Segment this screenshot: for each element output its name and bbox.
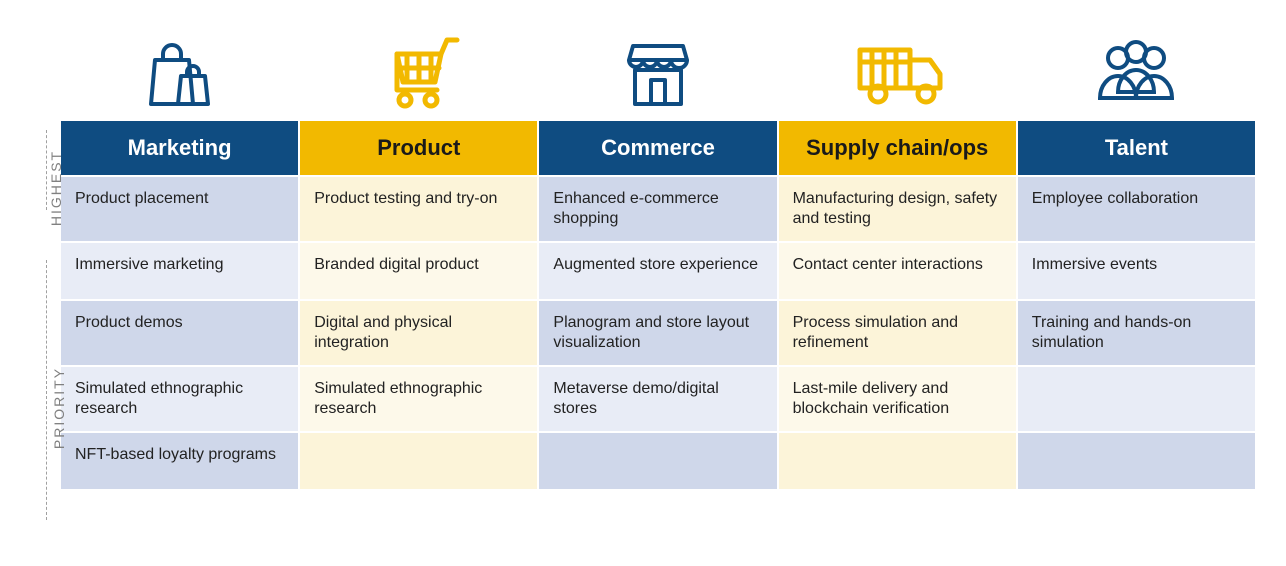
cell-marketing-row3: Product demos (61, 301, 298, 365)
cell-supply-row2: Contact center interactions (779, 243, 1016, 299)
icon-row (60, 20, 1256, 110)
cell-talent-row5 (1018, 433, 1255, 489)
cell-product-row5 (300, 433, 537, 489)
cell-product-row4: Simulated ethnographic research (300, 367, 537, 431)
cell-marketing-row1: Product placement (61, 177, 298, 241)
axis-line-top (46, 130, 47, 210)
axis-label-priority: PRIORITY (51, 367, 67, 449)
cell-supply-row5 (779, 433, 1016, 489)
shopping-cart-icon (369, 20, 469, 110)
column-header-marketing: Marketing (61, 121, 298, 175)
axis-label-highest: HIGHEST (48, 150, 64, 226)
column-header-product: Product (300, 121, 537, 175)
cell-talent-row2: Immersive events (1018, 243, 1255, 299)
cell-supply-row4: Last-mile delivery and blockchain verifi… (779, 367, 1016, 431)
cell-supply-row1: Manufacturing design, safety and testing (779, 177, 1016, 241)
cell-marketing-row2: Immersive marketing (61, 243, 298, 299)
people-group-icon (1086, 20, 1186, 110)
cell-marketing-row5: NFT-based loyalty programs (61, 433, 298, 489)
storefront-icon (613, 20, 703, 110)
column-header-talent: Talent (1018, 121, 1255, 175)
cell-product-row1: Product testing and try-on (300, 177, 537, 241)
cell-product-row3: Digital and physical integration (300, 301, 537, 365)
cell-commerce-row4: Metaverse demo/digital stores (539, 367, 776, 431)
priority-table: MarketingProductCommerceSupply chain/ops… (60, 120, 1256, 490)
cell-marketing-row4: Simulated ethnographic research (61, 367, 298, 431)
cell-product-row2: Branded digital product (300, 243, 537, 299)
column-header-supply: Supply chain/ops (779, 121, 1016, 175)
cell-commerce-row2: Augmented store experience (539, 243, 776, 299)
cell-supply-row3: Process simulation and refinement (779, 301, 1016, 365)
column-header-commerce: Commerce (539, 121, 776, 175)
shopping-bag-icon (135, 20, 225, 110)
cell-commerce-row3: Planogram and store layout visualization (539, 301, 776, 365)
cell-talent-row4 (1018, 367, 1255, 431)
delivery-truck-icon (842, 20, 952, 110)
cell-commerce-row1: Enhanced e-commerce shopping (539, 177, 776, 241)
cell-talent-row1: Employee collaboration (1018, 177, 1255, 241)
cell-talent-row3: Training and hands-on simulation (1018, 301, 1255, 365)
axis-line-bottom (46, 260, 47, 520)
cell-commerce-row5 (539, 433, 776, 489)
